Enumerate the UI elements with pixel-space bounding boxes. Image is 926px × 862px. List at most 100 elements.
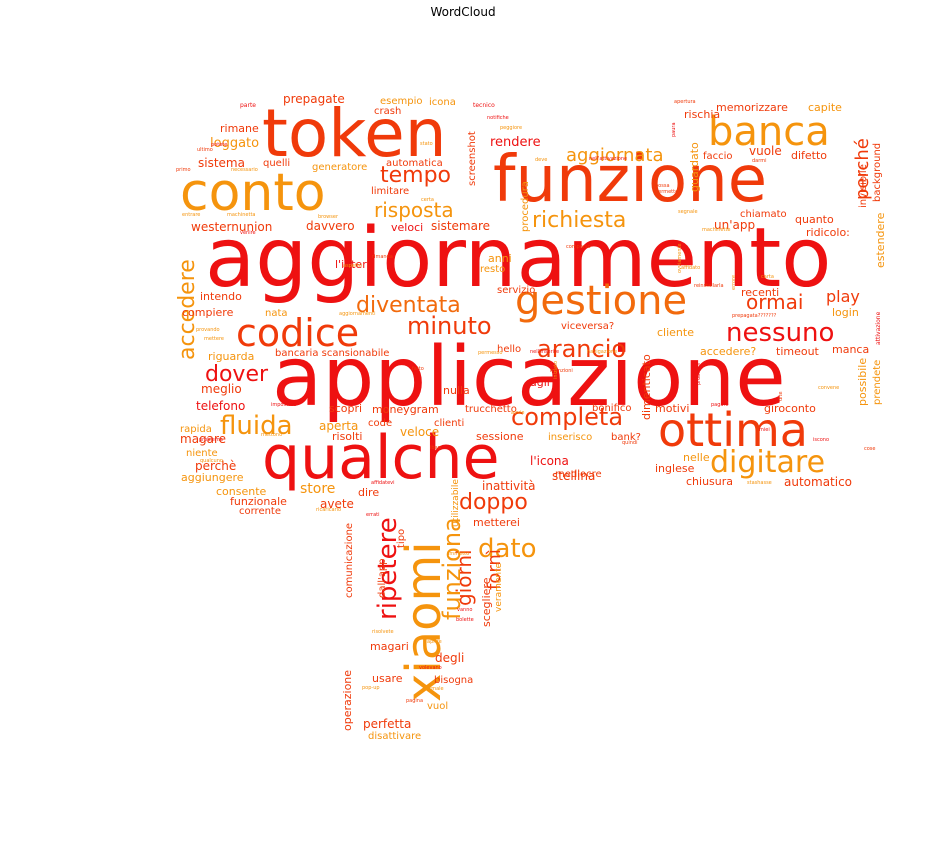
word-token: token <box>262 95 447 172</box>
word-prendete: prendete <box>872 360 883 405</box>
word-scegliere: scegliere <box>480 577 493 627</box>
word-normale: normale <box>423 686 444 692</box>
word-manca: manca <box>832 343 869 356</box>
word-un-app: un'app <box>714 218 755 232</box>
word-attivazione: attivazione <box>875 311 882 345</box>
word-rimane: rimane <box>220 122 259 135</box>
word-dover: dover <box>205 362 269 387</box>
word-affidato: affidato <box>681 265 700 271</box>
word-perché: perché <box>852 138 873 200</box>
word-trucchetto: trucchetto <box>465 404 517 415</box>
word-deve: deve <box>535 157 547 163</box>
word-inattività: inattività <box>482 479 536 493</box>
word-necessario: necessario <box>231 167 258 173</box>
word-automatico: automatico <box>784 475 852 489</box>
word-compiere: compiere <box>182 306 234 319</box>
word-ricaricario: ricaricario <box>316 507 341 513</box>
word-loggato: loggato <box>210 136 259 151</box>
word-risolti: risolti <box>332 430 362 443</box>
word-iban: iban <box>430 445 441 451</box>
word-ottima: ottima <box>658 403 808 457</box>
word-niente: niente <box>186 448 218 459</box>
word-entrare: entrare <box>182 212 200 218</box>
word-avvie: avvie <box>511 410 524 416</box>
word-dato: dato <box>478 534 537 564</box>
word-bonifico: bonifico <box>592 403 632 414</box>
word-limitare: limitare <box>371 186 409 197</box>
word-qualche: qualche <box>262 423 499 493</box>
word-clienti: clienti <box>434 418 464 429</box>
word-recenti: recenti <box>741 286 779 299</box>
word-aggiungere: aggiungere <box>181 471 244 484</box>
word-impostare: impostare <box>271 402 296 408</box>
word-veloce: veloce <box>400 425 439 439</box>
word-telefono: telefono <box>196 399 245 413</box>
word-fatto: fatto <box>412 366 424 372</box>
word-rapida: rapida <box>180 424 212 435</box>
word-rendere: rendere <box>490 135 541 150</box>
word-stashasse: stashasse <box>747 480 772 486</box>
word-aggiornamento: aggiornamento <box>205 211 831 306</box>
word-magare: magare <box>180 432 226 446</box>
word-sistema: sistema <box>198 156 245 170</box>
word-invisibile: invisibile <box>858 164 869 208</box>
word-sistemare: sistemare <box>431 219 490 233</box>
word-intendo: intendo <box>200 290 242 303</box>
word-iniziato: iniziato <box>553 361 559 379</box>
word-dimenticato: dimenticato <box>640 354 653 420</box>
word-permesso: permesso <box>478 350 502 356</box>
word-fluida: fluida <box>220 411 293 441</box>
word-navigazione: navigazione <box>587 349 617 355</box>
word-banca: banca <box>708 109 830 155</box>
word-background: background <box>872 143 883 202</box>
word-arancio: arancio <box>537 335 626 363</box>
word-accedere: accedere <box>175 259 200 360</box>
word-chiamato: chiamato <box>740 209 787 220</box>
word-nell-inserire: nell'inserire <box>530 349 559 355</box>
word-reinstallarla: reinstallarla <box>694 283 724 289</box>
word-automatica: automatica <box>386 158 443 169</box>
word-avete: avete <box>320 497 354 511</box>
word-fornì: fornì <box>484 549 505 590</box>
word-tipo: tipo <box>396 529 407 548</box>
word-usare: usare <box>372 672 403 685</box>
word-diventata: diventata <box>356 293 461 318</box>
word-servizio: servizio <box>497 285 535 296</box>
word-browser: browser <box>318 214 339 220</box>
word-rischia: rischia <box>684 108 720 121</box>
word-bisogna: bisogna <box>434 675 473 686</box>
word-potete: potete <box>211 142 227 148</box>
word-vuole: vuole <box>749 144 782 158</box>
word-disattivare: disattivare <box>368 731 421 742</box>
word-funzione: funzione <box>493 143 767 217</box>
chart-title: WordCloud <box>430 5 496 19</box>
word-aspetto: aspetto <box>343 263 362 269</box>
word-aperta: aperta <box>319 419 358 433</box>
word-perchè: perchè <box>195 459 236 473</box>
word-vanno: vanno <box>457 607 472 613</box>
word-iscono: iscono <box>813 437 829 443</box>
word-screenshot: screenshot <box>467 131 478 186</box>
word-motivi: motivi <box>655 402 689 415</box>
word-memorizzare: memorizzare <box>716 101 788 114</box>
word-notifiche: notifiche <box>487 115 509 121</box>
word-risolvete: risolvete <box>372 629 394 635</box>
word-corrente: corrente <box>239 506 281 517</box>
word-digitare: digitare <box>710 445 825 480</box>
word-store: store <box>300 481 335 497</box>
word-possibile: possibile <box>856 358 869 406</box>
word-dall-app: dall'app <box>377 558 388 598</box>
word-aprire: aprire <box>427 639 442 645</box>
word-generatore: generatore <box>312 162 367 173</box>
word-applicazione: applicazione <box>272 330 786 425</box>
word-errati: errati <box>366 512 380 518</box>
word-sessione: sessione <box>476 430 524 443</box>
word-machinetta: machinetta <box>227 212 255 218</box>
word-venire: venire <box>240 230 256 236</box>
word-gestione: gestione <box>515 278 687 324</box>
word-utilizzabile: utilizzabile <box>451 479 461 527</box>
word-ridicolo: ridicolo: <box>806 226 850 239</box>
word-bolette: bolette <box>456 617 474 623</box>
word-pagare: pagare <box>711 402 729 408</box>
word-carta: carta <box>761 274 774 280</box>
